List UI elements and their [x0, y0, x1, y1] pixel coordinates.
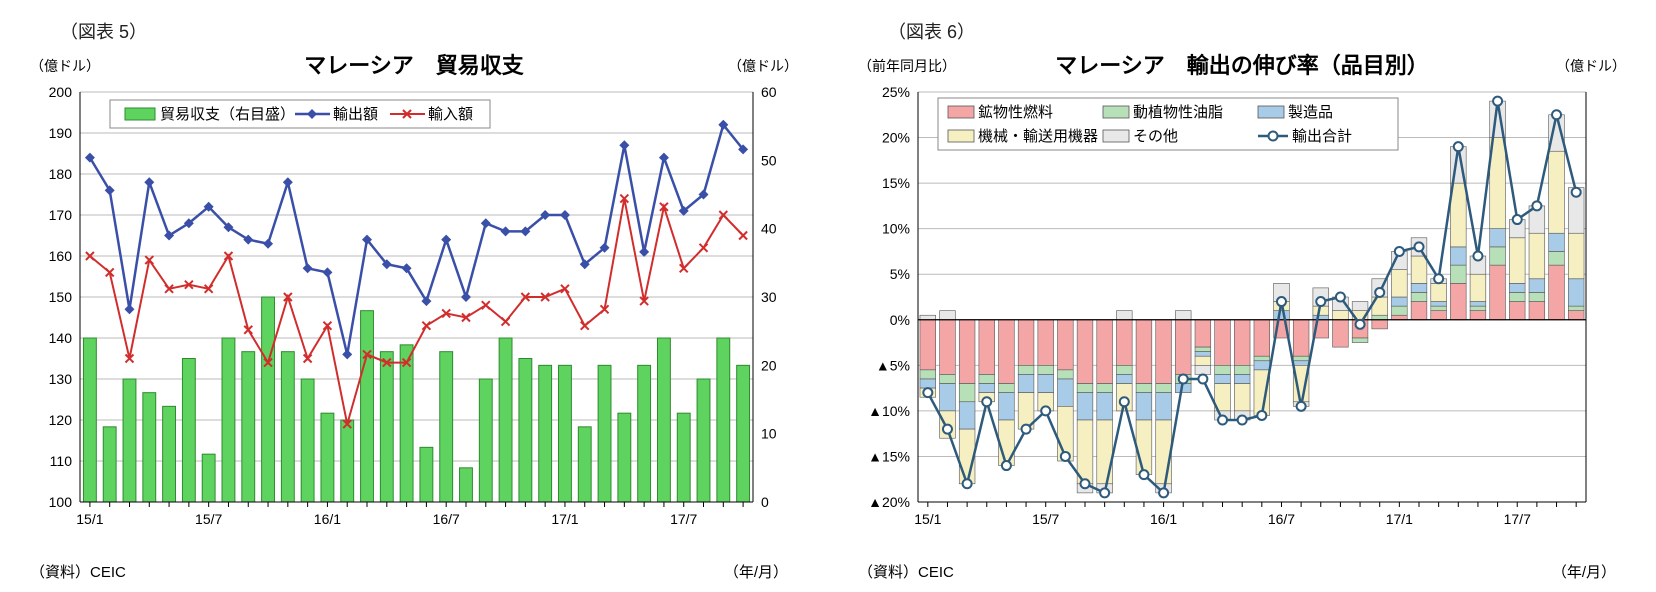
svg-text:輸出合計: 輸出合計 [1292, 128, 1352, 145]
svg-text:▲5%: ▲5% [876, 357, 910, 373]
svg-text:16/1: 16/1 [314, 511, 341, 527]
svg-text:15%: 15% [882, 175, 910, 191]
svg-text:輸入額: 輸入額 [428, 106, 473, 123]
yright-label-6: （億ドル） [1556, 56, 1626, 76]
svg-text:180: 180 [49, 166, 73, 182]
svg-text:▲10%: ▲10% [868, 403, 910, 419]
svg-text:0%: 0% [890, 312, 910, 328]
svg-text:60: 60 [761, 84, 777, 100]
svg-text:200: 200 [49, 84, 73, 100]
svg-text:▲20%: ▲20% [868, 494, 910, 510]
svg-text:170: 170 [49, 207, 73, 223]
chart-export-growth: ▲20% ▲15% ▲10% ▲5% 0% 5% 10% 15% 20% 25% 15/1 15/7 1… [848, 82, 1636, 542]
svg-text:鉱物性燃料: 鉱物性燃料 [978, 103, 1053, 121]
svg-text:100: 100 [49, 494, 73, 510]
svg-text:10: 10 [761, 426, 777, 442]
svg-text:16/7: 16/7 [1268, 511, 1295, 527]
fig-label-6: （図表 6） [888, 18, 1636, 44]
svg-text:17/1: 17/1 [1386, 511, 1413, 527]
svg-text:150: 150 [49, 289, 73, 305]
svg-text:その他: その他 [1133, 128, 1178, 145]
svg-text:110: 110 [50, 453, 73, 469]
svg-text:120: 120 [49, 412, 73, 428]
svg-text:17/1: 17/1 [551, 511, 578, 527]
svg-text:50: 50 [761, 152, 777, 168]
svg-text:16/7: 16/7 [433, 511, 460, 527]
svg-text:17/7: 17/7 [670, 511, 697, 527]
svg-text:17/7: 17/7 [1504, 511, 1531, 527]
svg-text:貿易収支（右目盛）: 貿易収支（右目盛） [160, 106, 295, 123]
svg-text:15/7: 15/7 [195, 511, 222, 527]
svg-text:15/7: 15/7 [1032, 511, 1059, 527]
svg-text:0: 0 [761, 494, 769, 510]
svg-text:製造品: 製造品 [1288, 104, 1333, 121]
svg-text:▲15%: ▲15% [868, 448, 910, 464]
source-5: （資料）CEIC [30, 561, 126, 582]
svg-text:16/1: 16/1 [1150, 511, 1177, 527]
svg-text:130: 130 [49, 371, 73, 387]
svg-text:140: 140 [49, 330, 73, 346]
yleft-label-6: （前年同月比） [858, 56, 956, 76]
svg-text:10%: 10% [882, 221, 910, 237]
title-6: マレーシア 輸出の伸び率（品目別） [848, 48, 1636, 80]
chart-trade-balance: 100 110 120 130 140 150 160 170 180 190 200 0 10 20 30… [20, 82, 808, 542]
svg-text:15/1: 15/1 [76, 511, 103, 527]
xunit-5: （年/月） [724, 561, 788, 582]
svg-text:160: 160 [49, 248, 73, 264]
svg-text:40: 40 [761, 221, 777, 237]
svg-text:輸出額: 輸出額 [333, 106, 378, 123]
svg-text:5%: 5% [890, 266, 910, 282]
fig-label-5: （図表 5） [60, 18, 808, 44]
svg-text:20: 20 [761, 357, 777, 373]
svg-text:20%: 20% [882, 130, 910, 146]
svg-text:15/1: 15/1 [914, 511, 941, 527]
svg-text:30: 30 [761, 289, 777, 305]
panel-right: （図表 6） （前年同月比） マレーシア 輸出の伸び率（品目別） （億ドル） ▲… [828, 0, 1656, 592]
svg-text:25%: 25% [882, 84, 910, 100]
svg-text:機械・輸送用機器: 機械・輸送用機器 [978, 128, 1098, 145]
svg-text:動植物性油脂: 動植物性油脂 [1133, 104, 1223, 121]
xunit-6: （年/月） [1552, 561, 1616, 582]
source-6: （資料）CEIC [858, 561, 954, 582]
yleft-label-5: （億ドル） [30, 56, 100, 76]
yright-label-5: （億ドル） [728, 56, 798, 76]
svg-text:190: 190 [49, 125, 73, 141]
title-5: マレーシア 貿易収支 [20, 48, 808, 80]
panel-left: （図表 5） （億ドル） マレーシア 貿易収支 （億ドル） 1001101201… [0, 0, 828, 592]
